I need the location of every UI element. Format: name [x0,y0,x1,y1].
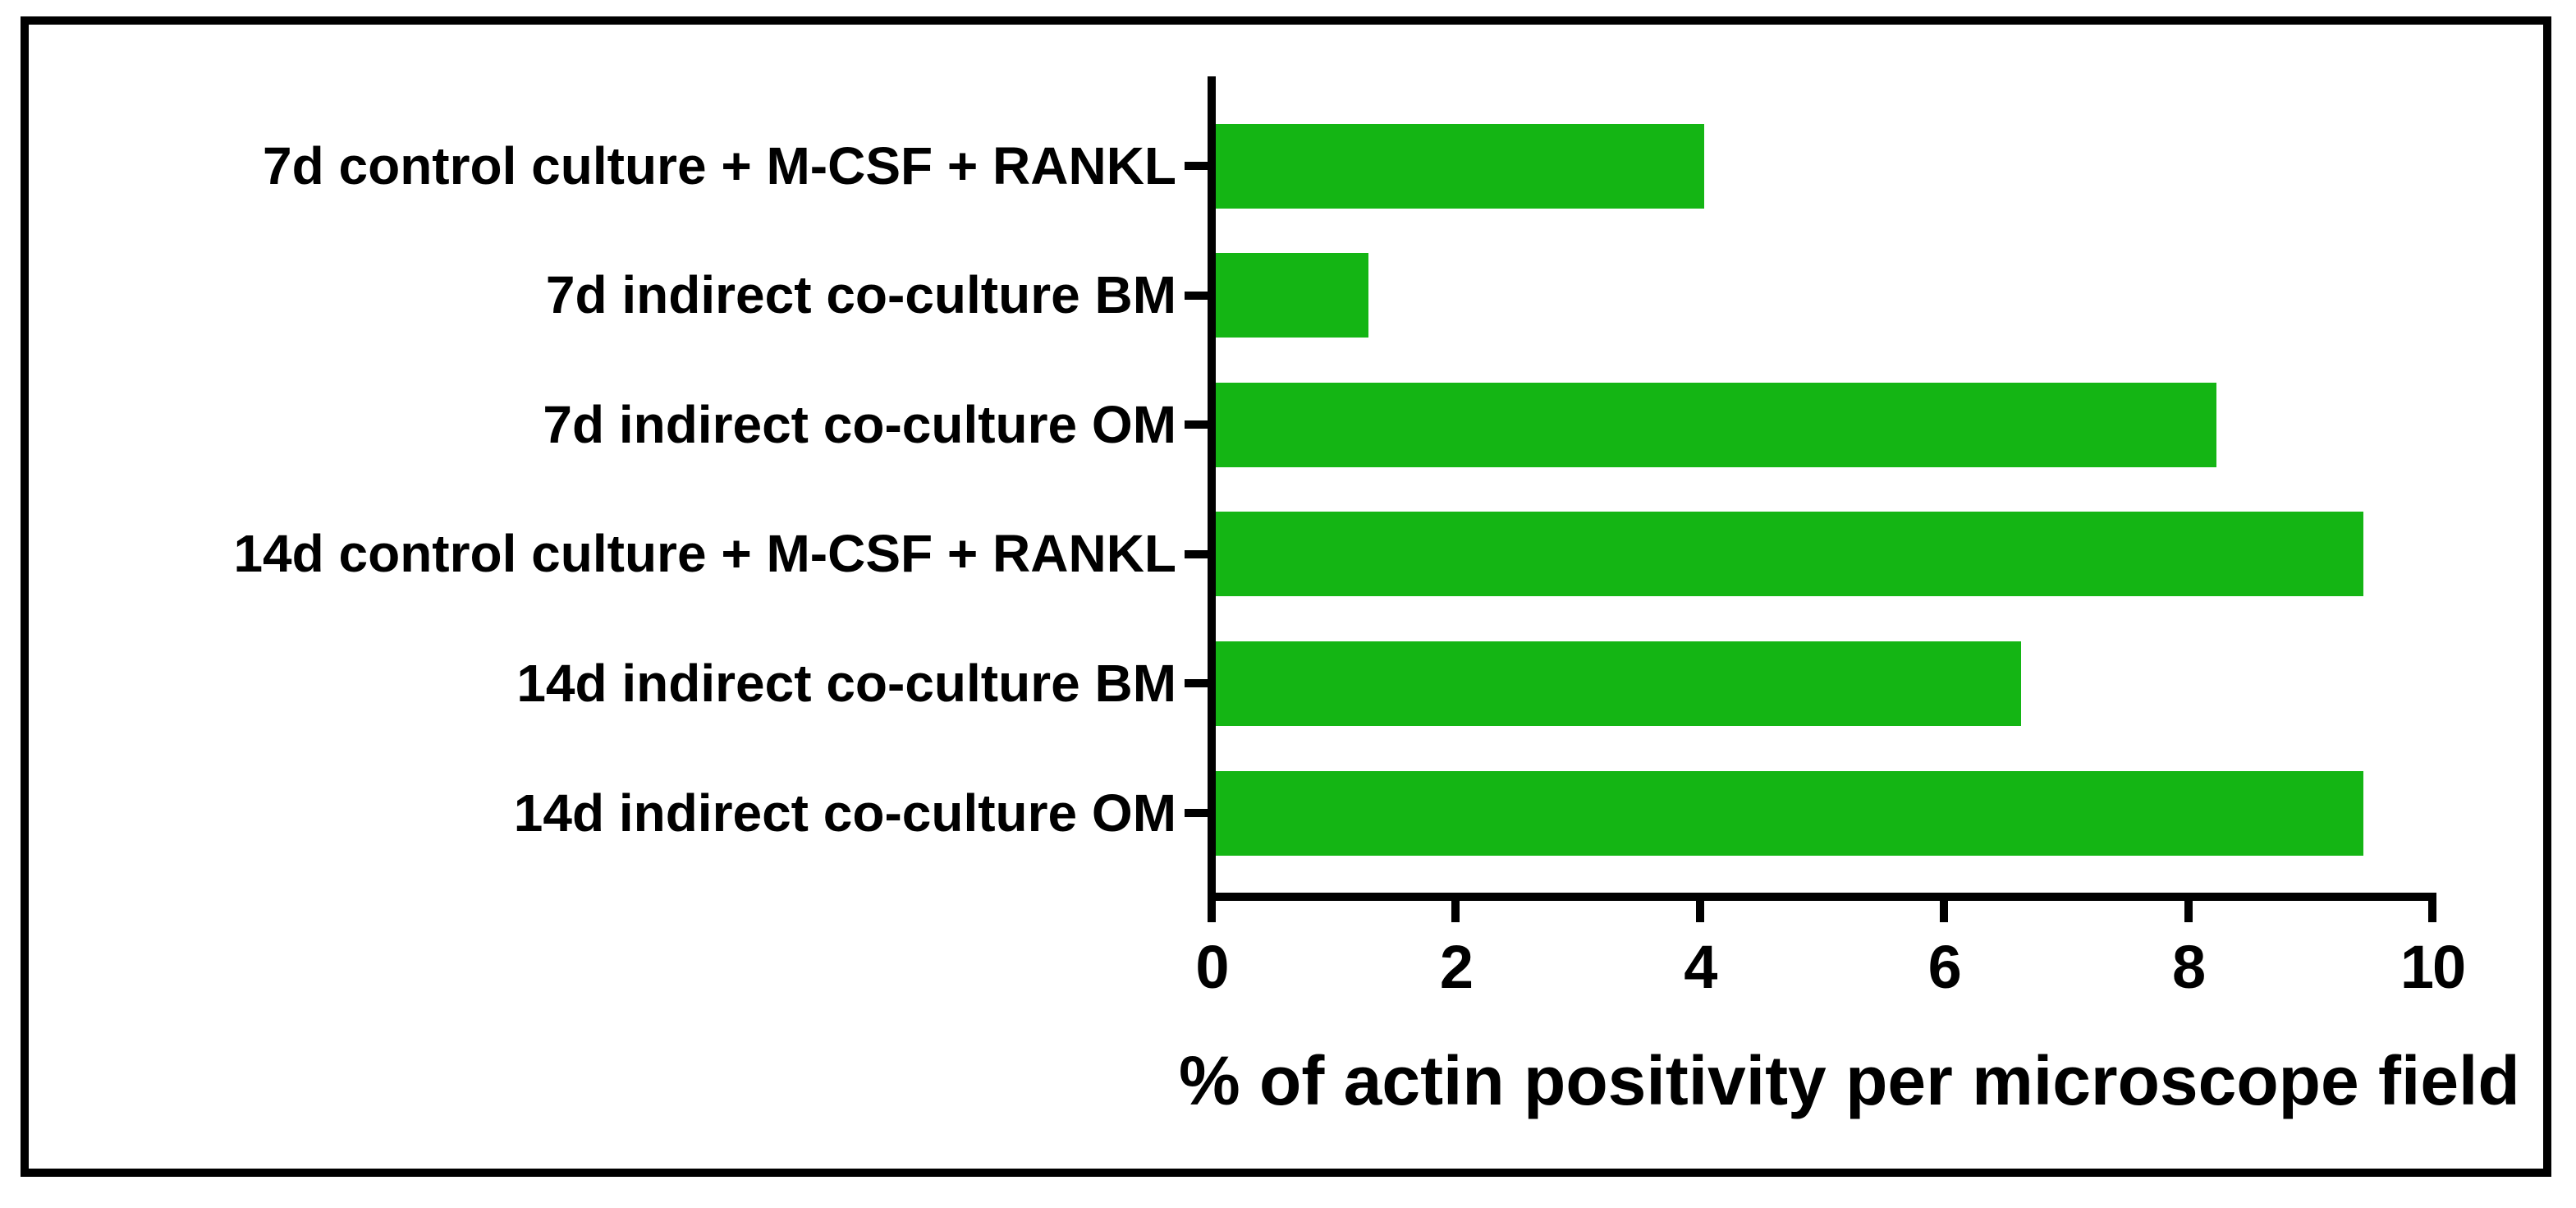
category-label: 7d indirect co-culture BM [545,265,1176,325]
bar [1216,641,2022,726]
x-tick-mark [1940,901,1949,922]
x-tick-label: 8 [2172,933,2206,1001]
category-label: 7d control culture + M-CSF + RANKL [263,135,1176,195]
x-tick-label: 10 [2400,933,2466,1001]
category-tick [1185,420,1208,429]
bar [1216,123,1704,209]
x-axis-line [1208,893,2436,901]
category-tick [1185,809,1208,817]
category-tick [1185,549,1208,558]
category-tick [1185,291,1208,300]
x-tick-mark [1695,901,1704,922]
category-tick [1185,162,1208,170]
category-tick [1185,679,1208,688]
x-tick-label: 6 [1927,933,1962,1001]
category-label: 14d control culture + M-CSF + RANKL [233,524,1176,584]
y-axis-line [1208,76,1216,922]
x-tick-mark [1451,901,1460,922]
bar [1216,253,1368,338]
bar [1216,770,2363,856]
x-tick-label: 0 [1195,933,1229,1001]
category-label: 14d indirect co-culture OM [513,783,1176,843]
x-tick-mark [1208,901,1216,922]
category-label: 7d indirect co-culture OM [543,394,1176,454]
x-tick-label: 2 [1439,933,1474,1001]
bar [1216,382,2217,467]
x-tick-mark [2428,901,2436,922]
x-tick-label: 4 [1684,933,1717,1001]
category-label: 14d indirect co-culture BM [516,653,1176,713]
x-axis-title: % of actin positivity per microscope fie… [1179,1042,2520,1119]
bar [1216,512,2363,597]
x-tick-mark [2184,901,2193,922]
chart-frame [21,16,2551,1177]
